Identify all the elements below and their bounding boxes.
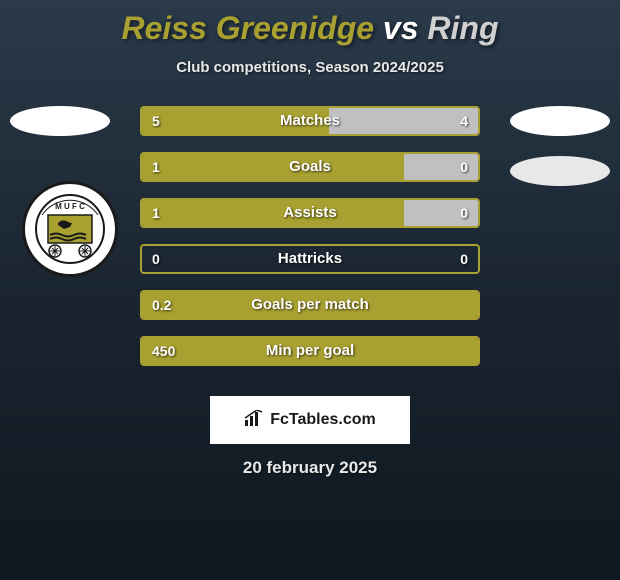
attribution-badge: FcTables.com	[210, 396, 410, 444]
stat-row: 1Assists0	[140, 198, 480, 228]
stat-row: 0Hattricks0	[140, 244, 480, 274]
stat-label: Assists	[142, 200, 478, 226]
stat-row: 0.2Goals per match	[140, 290, 480, 320]
attribution-text: FcTables.com	[270, 411, 376, 429]
stat-right-value: 4	[460, 108, 468, 134]
svg-text:M U F C: M U F C	[55, 202, 85, 211]
stat-label: Goals	[142, 154, 478, 180]
player1-badge-oval	[10, 106, 110, 136]
stat-row: 5Matches4	[140, 106, 480, 136]
stat-label: Min per goal	[142, 338, 478, 364]
stat-right-value: 0	[460, 200, 468, 226]
stat-label: Matches	[142, 108, 478, 134]
stat-right-value: 0	[460, 246, 468, 272]
subtitle: Club competitions, Season 2024/2025	[0, 59, 620, 76]
stat-row: 450Min per goal	[140, 336, 480, 366]
stat-bars: 5Matches41Goals01Assists00Hattricks00.2G…	[140, 106, 480, 382]
club-badge-icon: M U F C	[22, 181, 118, 277]
page-title: Reiss Greenidge vs Ring	[0, 0, 620, 47]
comparison-chart: M U F C 5Matches41Goals01Assists00Hattri…	[0, 106, 620, 386]
stat-label: Goals per match	[142, 292, 478, 318]
vs-text: vs	[383, 10, 419, 46]
player2-badge-oval	[510, 106, 610, 136]
stat-label: Hattricks	[142, 246, 478, 272]
date-text: 20 february 2025	[0, 458, 620, 478]
chart-icon	[244, 410, 264, 431]
player2-name: Ring	[427, 10, 498, 46]
stat-right-value: 0	[460, 154, 468, 180]
stat-row: 1Goals0	[140, 152, 480, 182]
player1-name: Reiss Greenidge	[121, 10, 374, 46]
player2-badge-oval-2	[510, 156, 610, 186]
